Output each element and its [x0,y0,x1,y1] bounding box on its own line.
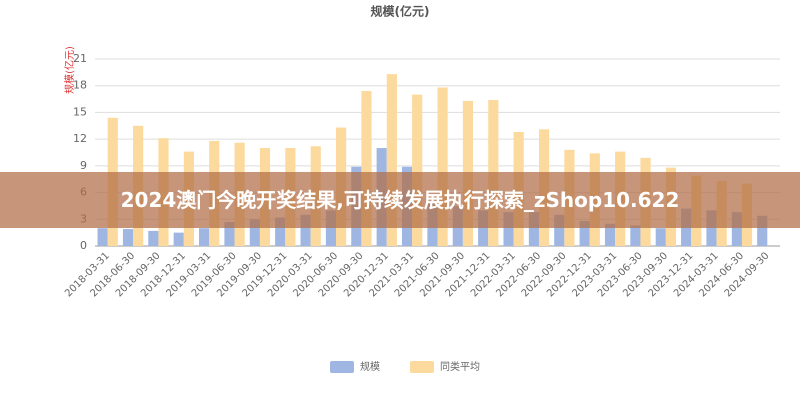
bar [249,219,260,246]
bar [275,217,286,246]
bar [412,94,423,246]
bar [478,210,489,246]
y-tick-label: 18 [73,79,87,92]
chart-title: 规模(亿元) [371,4,430,19]
legend-swatch [410,361,434,373]
bar [148,230,159,246]
legend-swatch [330,361,354,373]
bar [122,229,134,246]
bar [731,212,742,246]
legend-label: 规模 [360,360,380,373]
bar [706,210,717,246]
bar [325,210,337,246]
bar [386,74,397,246]
bar [604,223,616,246]
y-tick-label: 0 [80,239,87,252]
bar [199,228,210,246]
bar [579,221,590,246]
y-tick-label: 9 [80,159,87,172]
bar [655,228,666,246]
y-axis-label: 规模(亿元) [63,46,76,94]
bar [224,221,235,246]
bar [437,87,448,246]
bar [554,214,565,246]
bar [173,232,184,246]
bar [630,225,641,246]
y-tick-label: 12 [73,132,87,145]
bar [528,212,539,246]
bar [300,214,311,246]
bar [361,91,372,246]
bar [757,215,768,246]
y-tick-label: 15 [73,105,87,118]
legend-label: 同类平均 [440,360,480,373]
bar [97,228,108,246]
overlay-banner: 2024澳门今晚开奖结果,可持续发展执行探索_zShop10.622 [0,172,800,228]
bar [503,212,514,246]
y-tick-label: 21 [73,52,87,65]
